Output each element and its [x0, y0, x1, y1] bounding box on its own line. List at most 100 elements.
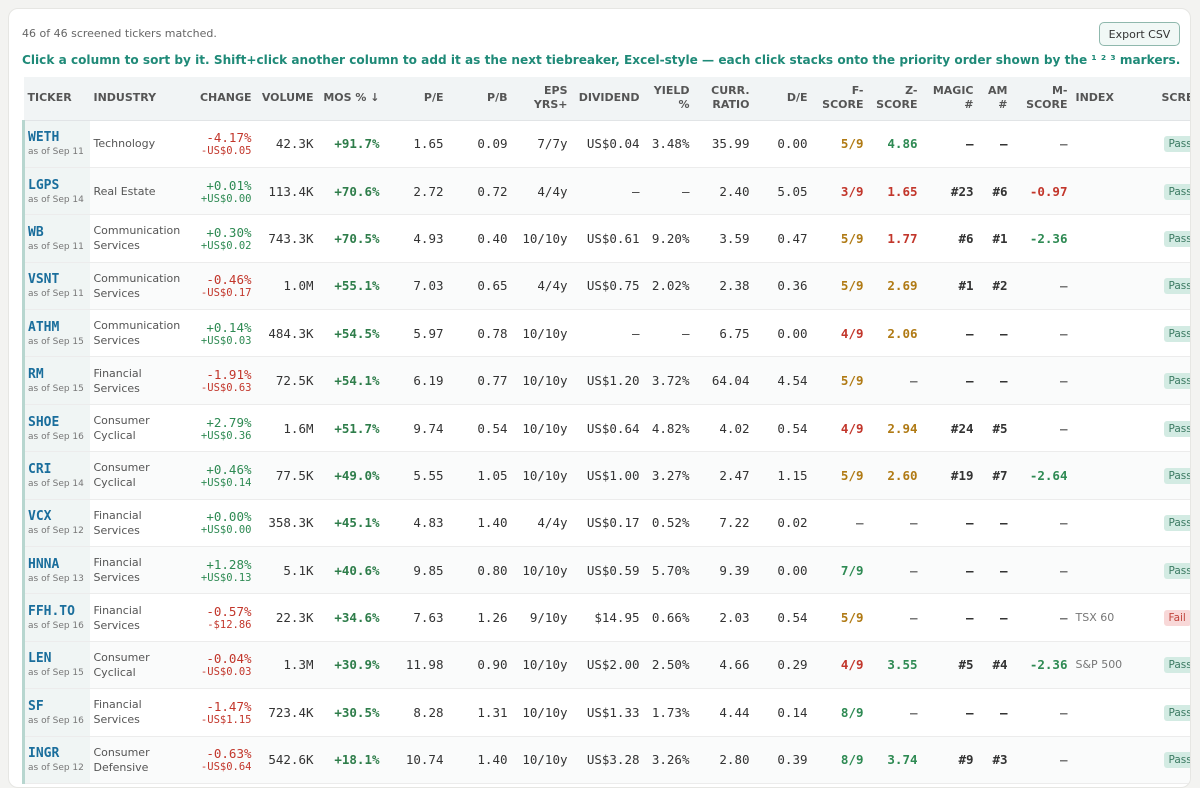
- screen-cell: Pass: [1157, 688, 1190, 737]
- ticker-symbol[interactable]: SHOE: [28, 414, 60, 430]
- volume-cell-value: 484.3K: [268, 325, 314, 341]
- col-header-yield[interactable]: YIELD%: [643, 77, 694, 121]
- ticker-symbol[interactable]: VSNT: [28, 272, 60, 288]
- ticker-symbol[interactable]: LGPS: [28, 177, 60, 193]
- col-header-z-score[interactable]: Z- SCORE: [867, 77, 922, 121]
- de-cell: 1.15: [753, 451, 812, 500]
- table-row[interactable]: VCX as of Sep 12 Financial Services +0.00% +…: [22, 499, 1190, 548]
- col-header-magic[interactable]: MAGIC #: [921, 77, 978, 121]
- ticker-cell[interactable]: LEN as of Sep 15: [22, 641, 90, 690]
- ticker-symbol[interactable]: VCX: [28, 509, 52, 525]
- ticker-symbol[interactable]: CRI: [28, 461, 52, 477]
- table-row[interactable]: CRI as of Sep 14 Consumer Cyclical +0.46% +U…: [22, 451, 1190, 500]
- table-row[interactable]: FFH.TO as of Sep 16 Financial Services -0.5…: [22, 593, 1190, 642]
- table-row[interactable]: INGR as of Sep 12 Consumer Defensive -0.63%…: [22, 736, 1190, 784]
- screen-cell: Pass: [1157, 404, 1190, 453]
- ticker-cell[interactable]: CRI as of Sep 14: [22, 451, 90, 500]
- col-header-pe[interactable]: P/E: [383, 77, 448, 121]
- ticker-cell[interactable]: FFH.TO as of Sep 16: [22, 593, 90, 642]
- table-row[interactable]: WB as of Sep 11 Communication Services +0.3…: [22, 214, 1190, 263]
- m-score-cell-value: —: [1059, 562, 1068, 578]
- am-rank-cell: #2: [977, 262, 1012, 311]
- col-header-current-ratio[interactable]: CURR. RATIO: [693, 77, 754, 121]
- change-amount: +US$0.03: [200, 334, 252, 347]
- ticker-symbol[interactable]: FFH.TO: [28, 604, 75, 620]
- col-header-index[interactable]: INDEX: [1071, 77, 1158, 121]
- ticker-cell[interactable]: VCX as of Sep 12: [22, 499, 90, 548]
- f-score-cell: 5/9: [811, 120, 868, 168]
- change-cell: -0.57% -$12.86: [189, 593, 256, 642]
- col-header-mos[interactable]: MOS % ↓: [317, 77, 384, 121]
- ticker-as-of: as of Sep 16: [28, 431, 84, 442]
- z-score-cell: 1.65: [867, 167, 922, 216]
- mos-cell-value: +34.6%: [334, 610, 380, 626]
- col-header-ticker[interactable]: TICKER: [23, 77, 90, 121]
- ticker-symbol[interactable]: INGR: [28, 746, 60, 762]
- col-header-eps[interactable]: EPS YRS+: [511, 77, 572, 121]
- m-score-cell: —: [1011, 499, 1072, 548]
- ticker-symbol[interactable]: WB: [28, 224, 44, 240]
- pb-cell-value: 0.78: [477, 325, 508, 341]
- ticker-symbol[interactable]: ATHM: [28, 319, 60, 335]
- table-row[interactable]: LGPS as of Sep 14 Real Estate +0.01% +US$0.0…: [22, 167, 1190, 216]
- ticker-cell[interactable]: VSNT as of Sep 11: [22, 262, 90, 311]
- col-header-pb[interactable]: P/B: [447, 77, 512, 121]
- col-header-screen[interactable]: SCREEN: [1157, 77, 1190, 121]
- pb-cell: 0.72: [447, 167, 512, 216]
- eps-years-cell: 10/10y: [511, 641, 572, 690]
- ticker-symbol[interactable]: WETH: [28, 130, 60, 146]
- col-header-f-score[interactable]: F- SCORE: [811, 77, 868, 121]
- table-row[interactable]: HNNA as of Sep 13 Financial Services +1.28%…: [22, 546, 1190, 595]
- table-row[interactable]: SHOE as of Sep 16 Consumer Cyclical +2.79% +…: [22, 404, 1190, 453]
- ticker-cell[interactable]: INGR as of Sep 12: [22, 736, 90, 784]
- ticker-cell[interactable]: WB as of Sep 11: [22, 214, 90, 263]
- am-rank-cell-value: #7: [992, 467, 1008, 483]
- ticker-symbol[interactable]: HNNA: [28, 556, 60, 572]
- z-score-cell: 2.60: [867, 451, 922, 500]
- export-csv-button[interactable]: Export CSV: [1099, 22, 1180, 46]
- pb-cell-value: 1.40: [477, 515, 508, 531]
- current-ratio-cell-value: 4.02: [719, 420, 750, 436]
- am-rank-cell: #7: [977, 451, 1012, 500]
- de-cell-value: 0.47: [777, 230, 808, 246]
- ticker-cell[interactable]: WETH as of Sep 11: [22, 120, 90, 168]
- col-header-industry[interactable]: INDUSTRY: [89, 77, 190, 121]
- eps-years-cell-value: 10/10y: [522, 657, 568, 673]
- magic-rank-cell-value: #24: [950, 420, 974, 436]
- yield-cell: —: [643, 167, 694, 216]
- table-row[interactable]: VSNT as of Sep 11 Communication Services -0…: [22, 262, 1190, 311]
- ticker-cell[interactable]: LGPS as of Sep 14: [22, 167, 90, 216]
- mos-cell-value: +54.1%: [334, 373, 380, 389]
- pb-cell-value: 0.77: [477, 373, 508, 389]
- dividend-cell: $14.95: [571, 593, 644, 642]
- ticker-cell[interactable]: HNNA as of Sep 13: [22, 546, 90, 595]
- col-header-volume[interactable]: VOLUME: [255, 77, 318, 121]
- table-row[interactable]: SF as of Sep 16 Financial Services -1.47% -U…: [22, 688, 1190, 737]
- table-row[interactable]: WETH as of Sep 11 Technology -4.17% -US$0.05…: [22, 120, 1190, 168]
- ticker-symbol[interactable]: LEN: [28, 651, 52, 667]
- pb-cell-value: 1.31: [477, 704, 508, 720]
- col-label: YRS+: [533, 98, 568, 112]
- screen-cell: Pass: [1157, 214, 1190, 263]
- table-row[interactable]: RM as of Sep 15 Financial Services -1.91% -U…: [22, 356, 1190, 405]
- ticker-cell[interactable]: RM as of Sep 15: [22, 356, 90, 405]
- change-cell: +0.00% +US$0.00: [189, 499, 256, 548]
- ticker-cell[interactable]: SHOE as of Sep 16: [22, 404, 90, 453]
- col-header-change[interactable]: CHANGE: [189, 77, 256, 121]
- col-header-dividend[interactable]: DIVIDEND: [571, 77, 644, 121]
- ticker-cell[interactable]: SF as of Sep 16: [22, 688, 90, 737]
- table-row[interactable]: ATHM as of Sep 15 Communication Services +0…: [22, 309, 1190, 358]
- ticker-as-of: as of Sep 15: [28, 668, 84, 679]
- table-row[interactable]: LEN as of Sep 15 Consumer Cyclical -0.04% -U…: [22, 641, 1190, 690]
- ticker-symbol[interactable]: RM: [28, 367, 44, 383]
- col-header-m-score[interactable]: M- SCORE: [1011, 77, 1072, 121]
- yield-cell-value: 3.27%: [651, 467, 690, 483]
- col-label: F-: [851, 84, 864, 98]
- magic-rank-cell-value: #5: [958, 657, 974, 673]
- ticker-symbol[interactable]: SF: [28, 698, 44, 714]
- col-header-de[interactable]: D/E: [753, 77, 812, 121]
- industry-cell: Communication Services: [89, 309, 190, 358]
- ticker-cell[interactable]: ATHM as of Sep 15: [22, 309, 90, 358]
- col-header-am[interactable]: AM #: [977, 77, 1012, 121]
- mos-cell: +49.0%: [317, 451, 384, 500]
